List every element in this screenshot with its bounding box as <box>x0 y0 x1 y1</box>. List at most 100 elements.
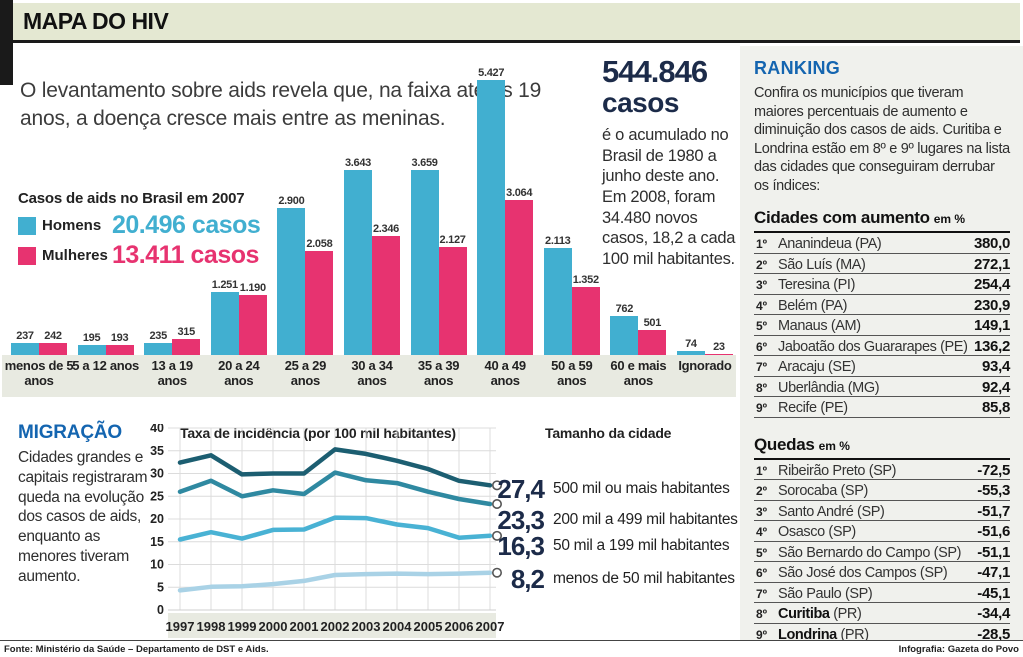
bar-chart-title: Casos de aids no Brasil em 2007 <box>18 190 245 207</box>
value-cell: 92,4 <box>982 378 1010 396</box>
bar-pair: 762 501 <box>610 63 667 355</box>
value-cell: -45,1 <box>977 584 1010 602</box>
line-chart-svg: 0 5 10 15 20 25 30 35 40 1997 1998 1999 2000 2001 2002… <box>150 421 504 638</box>
y-tick-label: 35 <box>150 444 164 458</box>
line-series <box>177 447 493 488</box>
bar-mulheres <box>305 250 334 355</box>
big-stat-number: 544.846 <box>602 54 708 89</box>
legend-label: Homens <box>42 217 102 234</box>
bar-homens <box>277 208 306 355</box>
x-tick-label: 1997 <box>166 619 195 634</box>
table-row: 2º São Luís (MA) 272,1 <box>754 254 1010 275</box>
bar-mulheres <box>371 236 400 355</box>
value-cell: 272,1 <box>973 255 1010 273</box>
city-cell: Aracaju (SE) <box>778 359 856 376</box>
bar-value-label: 501 <box>643 316 662 329</box>
table-row: 1º Ananindeua (PA) 380,0 <box>754 233 1010 254</box>
bar-chart-legend-rows: Homens 20.496 casos Mulheres 13.411 casos <box>18 213 318 268</box>
bar-group: 3.659 2.127 35 a 39 anos <box>408 63 470 397</box>
line-series-name: 200 mil a 499 mil habitantes <box>553 511 738 528</box>
rank-cell: 6º <box>756 566 768 581</box>
bar-column-homens: 195 <box>77 332 106 355</box>
bar-homens <box>11 343 39 355</box>
bar-value-label: 762 <box>615 303 634 316</box>
migration-block: MIGRAÇÃO Cidades grandes e capitais regi… <box>18 422 156 587</box>
line-series <box>177 515 493 542</box>
line-end-value: 27,4 <box>497 473 545 504</box>
homens-swatch <box>18 216 36 235</box>
value-cell: 149,1 <box>973 317 1010 335</box>
bar-homens <box>676 351 705 355</box>
bar-column-homens: 2.113 <box>543 235 572 355</box>
bar-group: 1.251 1.190 20 a 24 anos <box>208 63 270 397</box>
rank-cell: 5º <box>756 545 768 560</box>
bar-value-label: 315 <box>177 326 195 339</box>
decrease-table-header: Quedas em % <box>754 435 1010 460</box>
bar-column-homens: 5.427 <box>477 67 506 355</box>
decrease-table-rows: 1º Ribeirão Preto (SP) -72,5 2º Sorocaba (SP… <box>754 460 1010 645</box>
rank-cell: 8º <box>756 607 768 622</box>
bar-chart-groups: 237 242 menos de 5 anos 195 193 5 a 12 anos 23… <box>5 63 736 397</box>
bar-pair: 3.643 2.346 <box>343 63 400 355</box>
footer-credit: Infografia: Gazeta do Povo <box>898 643 1019 655</box>
bar-homens <box>410 169 439 355</box>
city-cell: São Paulo (SP) <box>778 585 873 602</box>
header-bar: MAPA DO HIV <box>13 3 1020 43</box>
value-cell: -47,1 <box>977 564 1010 582</box>
rank-cell: 1º <box>756 463 768 478</box>
table-row: 5º Manaus (AM) 149,1 <box>754 315 1010 336</box>
bar-value-label: 1.352 <box>572 273 599 286</box>
ranking-title: RANKING <box>754 58 841 78</box>
y-tick-label: 5 <box>157 580 164 594</box>
bar-column-mulheres: 193 <box>105 332 134 355</box>
bar-group: 3.643 2.346 30 a 34 anos <box>341 63 403 397</box>
rank-cell: 6º <box>756 339 768 354</box>
bar-column-homens: 235 <box>144 330 173 355</box>
line-chart: 0 5 10 15 20 25 30 35 40 1997 1998 1999 2000 2001 2002… <box>150 421 514 645</box>
bar-value-label: 2.058 <box>306 237 333 250</box>
value-cell: 85,8 <box>982 399 1010 417</box>
bar-category-label: 50 a 59 anos <box>551 358 593 388</box>
city-cell: São Luís (MA) <box>778 256 866 273</box>
bar-group: 2.113 1.352 50 a 59 anos <box>541 63 603 397</box>
table-row: 3º Teresina (PI) 254,4 <box>754 274 1010 295</box>
x-tick-label: 2006 <box>445 619 474 634</box>
bar-column-mulheres: 2.058 <box>305 237 334 355</box>
rank-cell: 7º <box>756 360 768 375</box>
big-stat-description: é o acumulado no Brasil de 1980 a junho … <box>602 126 736 268</box>
bar-homens <box>144 343 173 355</box>
bar-pair: 2.900 2.058 <box>277 63 334 355</box>
bar-mulheres <box>638 329 667 355</box>
bar-mulheres <box>438 247 467 355</box>
bar-value-label: 2.346 <box>372 223 399 236</box>
value-cell: 380,0 <box>973 235 1010 253</box>
line-end-value: 23,3 <box>497 504 545 535</box>
table-row: 7º São Paulo (SP) -45,1 <box>754 583 1010 604</box>
bar-pair: 235 315 <box>144 63 201 355</box>
bar-value-label: 3.659 <box>411 156 438 169</box>
line-end-value: 16,3 <box>497 530 545 561</box>
line-end-value: 8,2 <box>510 563 545 594</box>
table-row: 9º Recife (PE) 85,8 <box>754 397 1010 418</box>
ranking-panel: RANKING Confira os municípios que tivera… <box>740 46 1023 645</box>
bar-column-mulheres: 1.190 <box>238 282 267 355</box>
city-cell: Sorocaba (SP) <box>778 483 868 500</box>
line-legend-row: 27,4 500 mil ou mais habitantes <box>488 474 730 504</box>
bar-value-label: 74 <box>685 338 697 351</box>
bar-column-mulheres: 1.352 <box>571 273 600 355</box>
table-row: 6º São José dos Campos (SP) -47,1 <box>754 562 1010 583</box>
increase-table-rows: 1º Ananindeua (PA) 380,0 2º São Luís (MA) 272… <box>754 233 1010 418</box>
table-row: 8º Uberlândia (MG) 92,4 <box>754 377 1010 398</box>
value-cell: -72,5 <box>977 461 1010 479</box>
table-row: 4º Belém (PA) 230,9 <box>754 295 1010 316</box>
line-series <box>177 470 493 507</box>
rank-cell: 4º <box>756 525 768 540</box>
rank-cell: 3º <box>756 504 768 519</box>
table-row: 4º Osasco (SP) -51,6 <box>754 521 1010 542</box>
bar-category-label: 40 a 49 anos <box>484 358 527 388</box>
migration-text: Cidades grandes e capitais registraram q… <box>18 449 148 585</box>
bar-group: 195 193 5 a 12 anos <box>72 63 139 397</box>
x-tick-label: 2001 <box>290 619 319 634</box>
city-cell: Londrina (PR) <box>778 626 869 643</box>
